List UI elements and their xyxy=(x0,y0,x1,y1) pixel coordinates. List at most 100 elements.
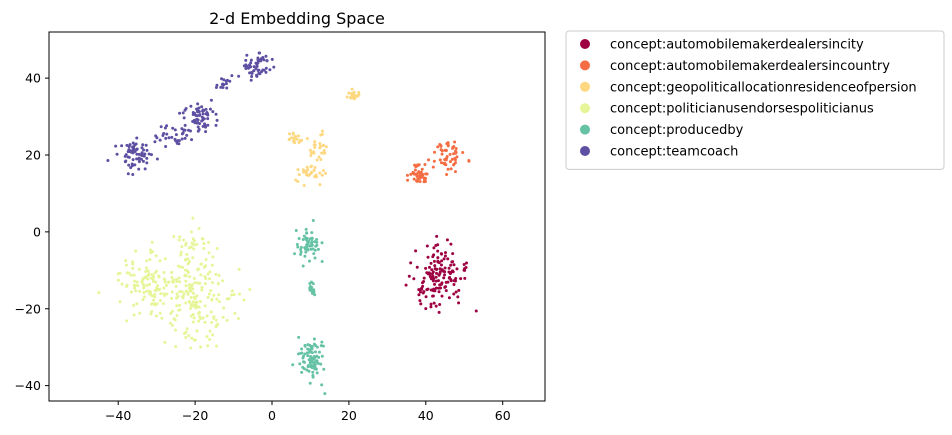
data-point xyxy=(201,237,205,241)
data-point xyxy=(181,111,185,115)
data-point xyxy=(212,293,216,297)
data-point xyxy=(210,297,214,301)
data-point xyxy=(135,302,139,306)
data-point xyxy=(431,279,435,283)
data-point xyxy=(315,158,319,162)
data-point xyxy=(291,363,295,367)
data-point xyxy=(189,104,193,108)
data-point xyxy=(165,292,169,296)
data-point xyxy=(159,125,163,129)
data-point xyxy=(436,256,440,260)
data-point xyxy=(248,71,252,75)
data-point xyxy=(158,311,162,315)
data-point xyxy=(202,246,206,250)
data-point xyxy=(313,175,317,179)
data-point xyxy=(201,112,205,116)
data-point xyxy=(305,245,309,249)
data-point xyxy=(418,288,422,292)
data-point xyxy=(252,65,256,69)
data-point xyxy=(192,247,196,251)
data-point xyxy=(134,249,138,253)
data-point xyxy=(130,150,134,154)
data-point xyxy=(196,125,200,129)
data-point xyxy=(127,271,131,275)
data-point xyxy=(132,273,136,277)
data-point xyxy=(254,61,258,65)
data-point xyxy=(250,75,254,79)
data-point xyxy=(429,261,433,265)
data-point xyxy=(180,245,184,249)
data-point xyxy=(311,218,315,222)
data-point xyxy=(434,275,438,279)
data-point xyxy=(225,86,229,90)
data-point xyxy=(217,293,221,297)
data-point xyxy=(406,178,410,182)
legend-label: concept:teamcoach xyxy=(610,145,738,160)
data-point xyxy=(429,302,433,306)
data-point xyxy=(434,286,438,290)
data-point xyxy=(142,148,146,152)
data-point xyxy=(217,273,221,277)
data-point xyxy=(148,258,152,262)
data-point xyxy=(443,270,447,274)
data-point xyxy=(352,94,356,98)
data-point xyxy=(435,234,439,238)
data-point xyxy=(141,143,145,147)
y-tick-label: −20 xyxy=(15,301,41,316)
data-point xyxy=(114,144,118,148)
data-point xyxy=(439,286,443,290)
data-point xyxy=(421,284,425,288)
data-point xyxy=(203,122,207,126)
data-point xyxy=(304,236,308,240)
data-point xyxy=(319,362,323,366)
data-point xyxy=(436,145,440,149)
legend-marker xyxy=(580,39,590,49)
data-point xyxy=(187,246,191,250)
data-point xyxy=(214,272,218,276)
data-point xyxy=(446,257,450,261)
data-point xyxy=(133,286,137,290)
data-point xyxy=(154,134,158,138)
data-point xyxy=(170,309,174,313)
data-point xyxy=(145,161,149,165)
data-point xyxy=(318,171,322,175)
data-point xyxy=(449,242,453,246)
data-point xyxy=(178,235,182,239)
data-point xyxy=(196,121,200,125)
data-point xyxy=(133,150,137,154)
data-point xyxy=(189,346,193,350)
data-point xyxy=(405,173,409,177)
data-point xyxy=(457,288,461,292)
data-point xyxy=(127,163,131,167)
data-point xyxy=(124,259,128,263)
data-point xyxy=(467,159,471,163)
data-point xyxy=(423,180,427,184)
data-point xyxy=(168,321,172,325)
data-point xyxy=(431,294,435,298)
data-point xyxy=(425,288,429,292)
data-point xyxy=(184,289,188,293)
data-point xyxy=(321,144,325,148)
legend-marker xyxy=(580,103,590,114)
data-point xyxy=(264,66,268,70)
data-point xyxy=(150,240,154,244)
data-point xyxy=(299,245,303,249)
data-point xyxy=(440,152,444,156)
data-point xyxy=(290,136,294,140)
data-point xyxy=(268,68,272,72)
data-point xyxy=(210,320,214,324)
data-point xyxy=(310,231,314,235)
data-point xyxy=(191,312,195,316)
data-point xyxy=(255,74,259,78)
data-point xyxy=(182,128,186,132)
data-point xyxy=(204,130,208,134)
data-point xyxy=(143,167,147,171)
data-point xyxy=(459,277,463,281)
data-point xyxy=(432,259,436,263)
data-point xyxy=(200,105,204,109)
data-point xyxy=(214,344,218,348)
legend-label: concept:geopoliticallocationresidenceofp… xyxy=(610,80,917,95)
data-point xyxy=(270,57,274,61)
series-2-points xyxy=(287,87,361,187)
y-tick-label: 0 xyxy=(33,224,41,239)
